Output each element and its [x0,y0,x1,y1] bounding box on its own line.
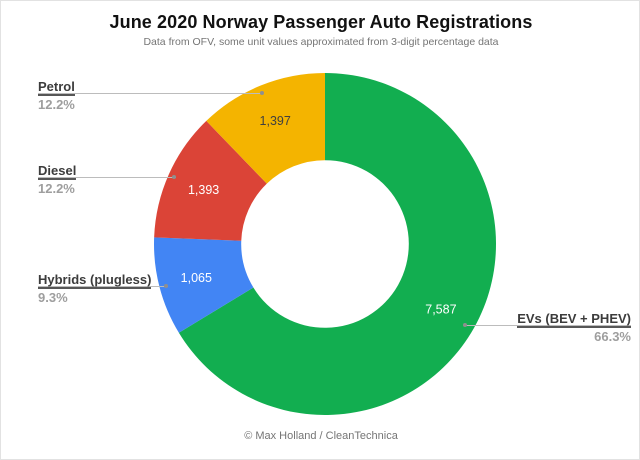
leader-dot-evs [463,323,467,327]
chart-title: June 2020 Norway Passenger Auto Registra… [109,12,533,32]
donut-slice-petrol[interactable] [206,73,325,184]
donut-slice-evs[interactable] [178,73,496,415]
slice-value-petrol: 1,397 [260,114,291,128]
donut-slice-diesel[interactable] [154,120,267,241]
slice-label-diesel: Diesel [38,163,77,180]
callout-diesel: Diesel 12.2% [38,163,77,196]
slice-pct-diesel: 12.2% [38,181,75,196]
slice-label-evs: EVs (BEV + PHEV) [517,311,631,328]
leader-dot-hybrids [164,284,168,288]
callout-petrol: Petrol 12.2% [38,79,75,111]
callout-hybrids: Hybrids (plugless) 9.3% [38,272,152,305]
leader-line-hybrids [38,286,168,287]
slice-value-evs: 7,587 [425,303,456,317]
leader-dot-diesel [172,175,176,179]
credit-text: © Max Holland / CleanTechnica [244,430,398,442]
leader-dot-petrol [260,91,264,95]
slice-value-diesel: 1,393 [188,183,219,197]
leader-line-evs [465,325,631,326]
slice-pct-hybrids: 9.3% [38,290,68,305]
slice-value-hybrids: 1,065 [181,271,212,285]
slice-label-petrol: Petrol [38,79,75,96]
chart-subtitle: Data from OFV, some unit values approxim… [143,36,499,48]
leader-line-petrol [38,93,264,94]
slice-pct-evs: 66.3% [594,329,631,344]
slice-pct-petrol: 12.2% [38,97,75,112]
slice-label-hybrids: Hybrids (plugless) [38,272,152,289]
donut-slice-hybrids[interactable] [154,237,254,333]
callout-evs: EVs (BEV + PHEV) 66.3% [471,311,631,343]
leader-line-diesel [38,177,176,178]
